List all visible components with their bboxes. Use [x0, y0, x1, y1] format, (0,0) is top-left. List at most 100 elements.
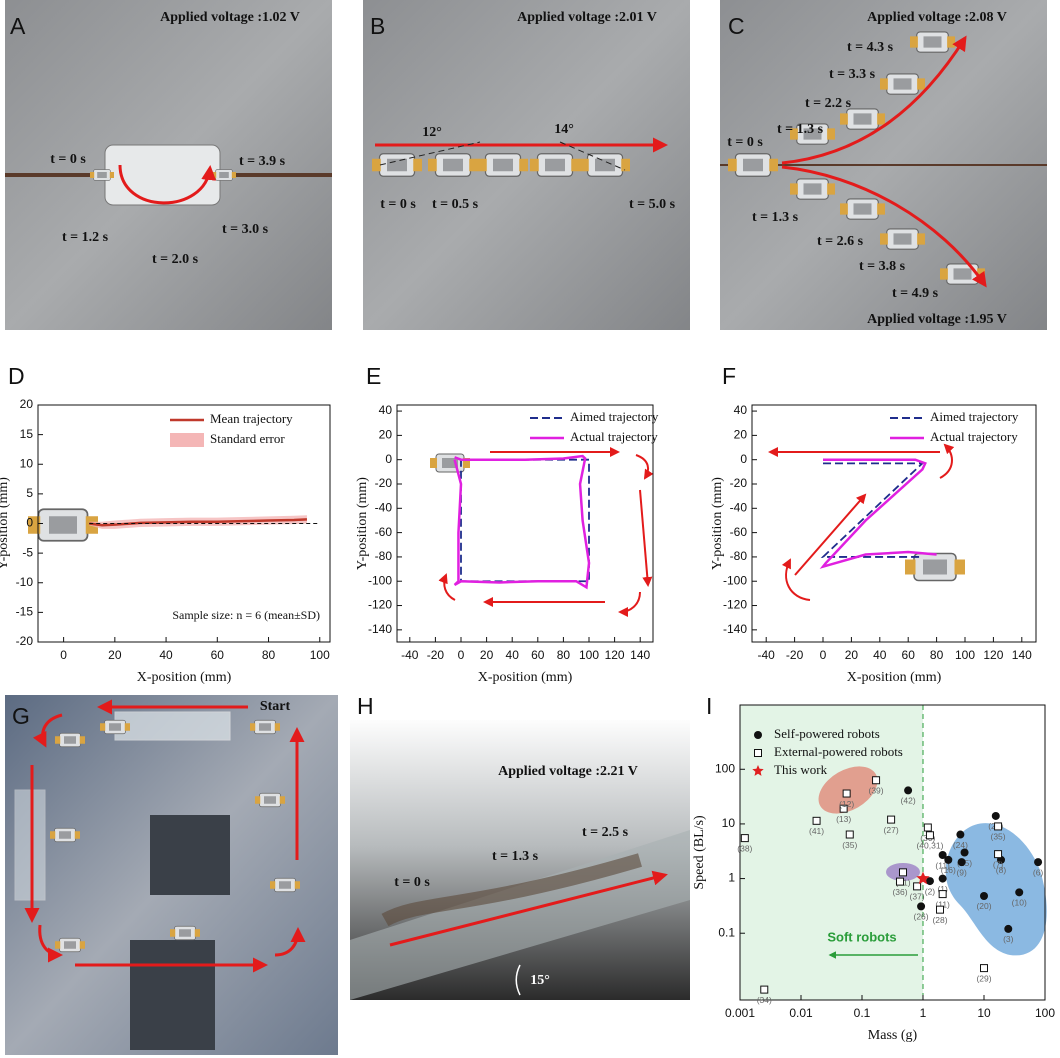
x-tick-label: 80 — [930, 648, 944, 662]
y-tick-label: -20 — [16, 634, 34, 648]
data-point — [872, 776, 881, 785]
data-point — [980, 891, 988, 900]
panel-label: D — [8, 363, 25, 389]
photo-annotation: Applied voltage :2.08 V — [867, 10, 1007, 25]
soft-region — [740, 705, 923, 1000]
legend-label: Standard error — [210, 431, 285, 446]
point-label: (36) — [892, 887, 907, 897]
x-tick-label: 120 — [605, 648, 625, 662]
x-tick-label: 100 — [579, 648, 599, 662]
legend-swatch — [754, 731, 762, 739]
photo-annotation: Applied voltage :1.95 V — [867, 312, 1007, 327]
x-tick-label: 100 — [1035, 1006, 1055, 1020]
trajectory-line — [453, 454, 591, 590]
legend-swatch — [752, 765, 764, 776]
x-tick-label: 0 — [820, 648, 827, 662]
x-tick-label: 100 — [955, 648, 975, 662]
data-point — [938, 851, 947, 860]
legend-label: Aimed trajectory — [930, 409, 1019, 424]
x-tick-label: 0 — [60, 648, 67, 662]
data-point — [740, 834, 749, 843]
photo-annotation: t = 0.5 s — [432, 197, 479, 212]
y-tick-label: 20 — [734, 428, 748, 442]
x-tick-label: 10 — [977, 1006, 991, 1020]
y-tick-label: -120 — [368, 598, 392, 612]
x-axis-title: X-position (mm) — [478, 670, 573, 685]
y-tick-label: -20 — [730, 476, 748, 490]
data-point — [913, 882, 922, 891]
x-tick-label: 1 — [920, 1006, 927, 1020]
point-label: (1) — [937, 884, 948, 894]
x-tick-label: 0 — [458, 648, 465, 662]
trajectory-line — [820, 462, 925, 558]
x-tick-label: -20 — [786, 648, 804, 662]
panel-label: F — [722, 363, 736, 389]
annotation: Sample size: n = 6 (mean±SD) — [172, 608, 320, 622]
photo-annotation: t = 3.8 s — [859, 259, 906, 274]
y-tick-label: -60 — [730, 525, 748, 539]
y-tick-label: -40 — [730, 500, 748, 514]
photo-annotation: Applied voltage :2.21 V — [498, 764, 638, 779]
x-axis-title: X-position (mm) — [137, 670, 232, 685]
legend-label: Actual trajectory — [930, 429, 1018, 444]
panel-label: B — [370, 13, 385, 39]
point-label: (11) — [935, 860, 950, 870]
x-tick-label: 60 — [902, 648, 916, 662]
x-tick-label: -20 — [427, 648, 445, 662]
photo-annotation: t = 0 s — [50, 152, 86, 167]
data-point — [1034, 858, 1043, 867]
y-axis-title: Y-position (mm) — [355, 477, 370, 570]
photo-annotation: t = 2.5 s — [582, 825, 629, 840]
panel-label: H — [357, 693, 374, 719]
data-point — [944, 855, 953, 864]
x-axis-title: Mass (g) — [868, 1028, 918, 1043]
photo-annotation: t = 4.3 s — [847, 40, 894, 55]
photo-annotation: t = 1.3 s — [492, 849, 539, 864]
legend-label: External-powered robots — [774, 744, 903, 759]
x-tick-label: 40 — [506, 648, 520, 662]
point-label: (2) — [925, 886, 936, 896]
data-point — [904, 786, 913, 795]
data-point — [896, 877, 905, 886]
x-tick-label: 20 — [108, 648, 122, 662]
y-tick-label: 10 — [722, 816, 736, 830]
point-label: (13) — [836, 814, 851, 824]
point-label: (41) — [809, 826, 824, 836]
photo-annotation: t = 4.9 s — [892, 286, 939, 301]
x-tick-label: 100 — [310, 648, 330, 662]
x-tick-label: -40 — [401, 648, 419, 662]
y-tick-label: 100 — [715, 761, 735, 775]
photo-annotation: Applied voltage :1.02 V — [160, 10, 300, 25]
plot-frame — [396, 404, 654, 643]
y-tick-label: -140 — [368, 622, 392, 636]
photo-annotation: Start — [260, 699, 291, 714]
y-tick-label: 0 — [385, 452, 392, 466]
data-point — [812, 816, 821, 825]
panel-label: C — [728, 13, 745, 39]
y-tick-label: 15 — [20, 427, 34, 441]
photo-annotation: t = 3.0 s — [222, 222, 269, 237]
y-tick-label: -20 — [375, 476, 393, 490]
plot-frame — [751, 404, 1037, 643]
point-label: (35) — [990, 832, 1005, 842]
y-tick-label: 20 — [379, 428, 393, 442]
data-point — [980, 964, 988, 973]
data-point — [957, 858, 966, 867]
x-tick-label: 0.1 — [854, 1006, 871, 1020]
photo-annotation: t = 0 s — [380, 197, 416, 212]
point-label: (16) — [941, 865, 956, 875]
y-tick-label: -100 — [723, 573, 747, 587]
data-point — [845, 830, 854, 839]
legend-swatch — [170, 433, 204, 447]
legend-swatch — [754, 749, 762, 757]
legend-label: Actual trajectory — [570, 429, 658, 444]
y-tick-label: 5 — [26, 486, 33, 500]
legend-label: Mean trajectory — [210, 411, 293, 426]
data-point — [917, 902, 926, 911]
photo-annotation: t = 1.3 s — [777, 122, 824, 137]
point-label: (40,31) — [916, 841, 943, 851]
photo-annotation: 12° — [422, 125, 442, 140]
y-tick-label: -140 — [723, 622, 747, 636]
y-tick-label: -120 — [723, 598, 747, 612]
data-point — [925, 831, 934, 840]
